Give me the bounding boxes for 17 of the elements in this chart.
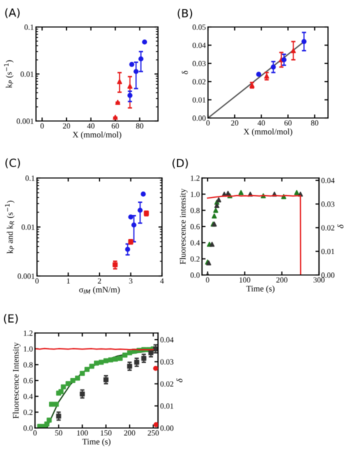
- chart-title: (C): [5, 158, 20, 168]
- chart-title: (B): [178, 8, 192, 19]
- y-axis-title: k$_{P}$ (s$^{−1}$): [4, 60, 14, 88]
- x-axis-title: σ$_{IM}$ (mN/m): [79, 286, 120, 294]
- chart-title: (A): [5, 8, 20, 18]
- y2-axis-title: δ: [176, 378, 182, 382]
- y-axis-title: Fluorescence Intensity: [12, 342, 20, 418]
- x-axis-title: Time (s): [246, 286, 274, 294]
- y-axis-title: δ: [182, 70, 188, 74]
- y-axis-title: k$_{P}$ and k$_{R}$ (s$^{−1}$): [5, 200, 15, 254]
- x-axis-title: Time (s): [82, 438, 110, 446]
- chart-title: (D): [172, 158, 188, 169]
- y-axis-title: Fluorescence intensity: [180, 188, 188, 264]
- x-axis-title: X (mmol/mol): [72, 132, 122, 140]
- y2-axis-title: δ: [337, 224, 344, 228]
- x-axis-title: X (mmol/mol): [244, 128, 292, 136]
- chart-title: (E): [4, 314, 18, 324]
